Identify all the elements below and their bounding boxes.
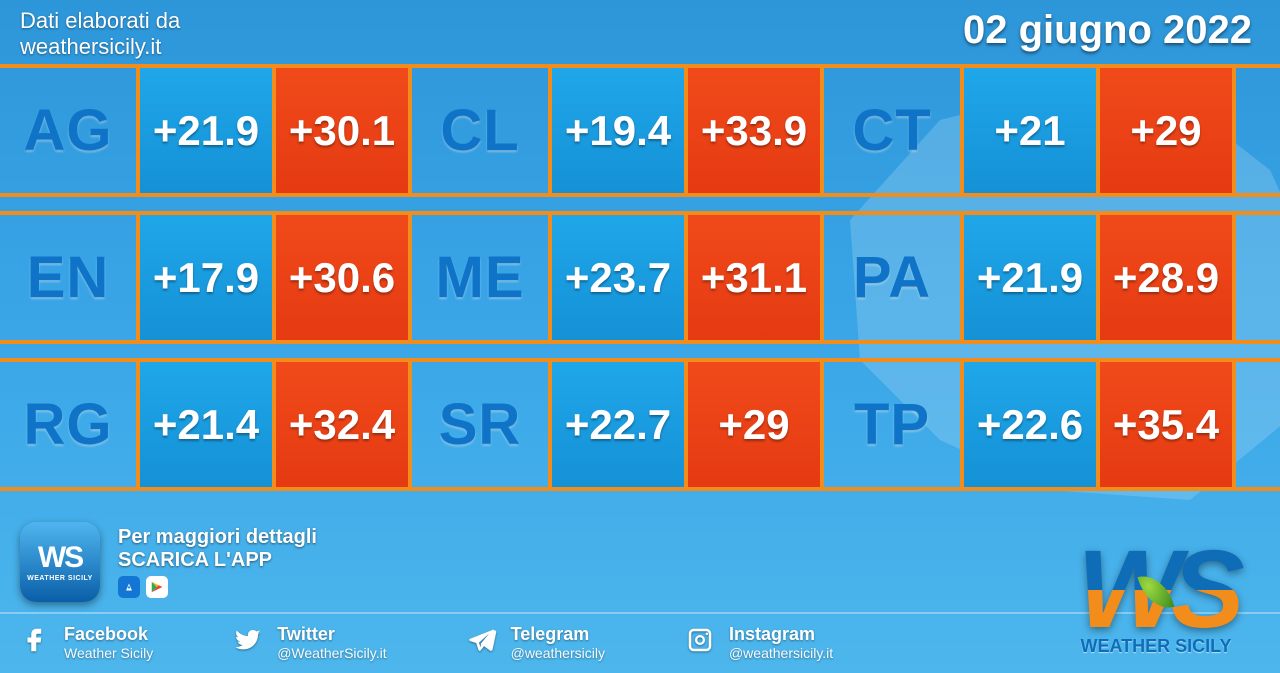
promo-text: Per maggiori dettagli SCARICA L'APP: [118, 526, 317, 598]
social-bar: Facebook Weather Sicily Twitter @Weather…: [0, 612, 1280, 673]
appstore-icon: [118, 576, 140, 598]
temp-low: +17.9: [140, 215, 276, 340]
province-code: ME: [412, 215, 552, 340]
social-twitter: Twitter @WeatherSicily.it: [233, 624, 386, 661]
social-name: Instagram: [729, 624, 833, 645]
social-name: Twitter: [277, 624, 386, 645]
social-instagram: Instagram @weathersicily.it: [685, 624, 833, 661]
province-code: CT: [824, 68, 964, 193]
promo-line-1: Per maggiori dettagli: [118, 526, 317, 549]
table-row: AG +21.9 +30.1 CL +19.4 +33.9 CT +21 +29: [0, 64, 1280, 197]
header: Dati elaborati da weathersicily.it 02 gi…: [0, 0, 1280, 64]
temp-low: +21.9: [964, 215, 1100, 340]
temp-high: +31.1: [688, 215, 824, 340]
footer: WS WEATHER SICILY Per maggiori dettagli …: [0, 520, 1280, 673]
province-code: RG: [0, 362, 140, 487]
temp-high: +28.9: [1100, 215, 1236, 340]
temp-high: +30.1: [276, 68, 412, 193]
credit-line-1: Dati elaborati da: [20, 8, 180, 34]
app-badge-sub: WEATHER SICILY: [27, 575, 93, 582]
social-facebook: Facebook Weather Sicily: [20, 624, 153, 661]
temp-high: +35.4: [1100, 362, 1236, 487]
app-promo: WS WEATHER SICILY Per maggiori dettagli …: [0, 520, 1280, 612]
temp-low: +23.7: [552, 215, 688, 340]
province-code: CL: [412, 68, 552, 193]
telegram-icon: [467, 625, 497, 660]
row-spacer: [1236, 362, 1280, 487]
data-credit: Dati elaborati da weathersicily.it: [20, 8, 180, 60]
province-code: EN: [0, 215, 140, 340]
temp-high: +32.4: [276, 362, 412, 487]
temp-low: +21.4: [140, 362, 276, 487]
credit-line-2: weathersicily.it: [20, 34, 180, 60]
app-badge-icon: WS WEATHER SICILY: [20, 522, 100, 602]
province-code: AG: [0, 68, 140, 193]
temp-low: +22.7: [552, 362, 688, 487]
instagram-icon: [685, 625, 715, 660]
temp-low: +19.4: [552, 68, 688, 193]
weekdate: 02 giugno 2022: [963, 8, 1252, 53]
temperature-table: AG +21.9 +30.1 CL +19.4 +33.9 CT +21 +29…: [0, 64, 1280, 491]
temp-low: +22.6: [964, 362, 1100, 487]
playstore-icon: [146, 576, 168, 598]
store-icons: [118, 576, 317, 598]
facebook-icon: [20, 625, 50, 660]
row-spacer: [1236, 215, 1280, 340]
row-spacer: [1236, 68, 1280, 193]
temp-high: +33.9: [688, 68, 824, 193]
social-name: Telegram: [511, 624, 605, 645]
province-code: SR: [412, 362, 552, 487]
temp-low: +21.9: [140, 68, 276, 193]
province-code: TP: [824, 362, 964, 487]
promo-line-2: SCARICA L'APP: [118, 549, 317, 572]
table-row: RG +21.4 +32.4 SR +22.7 +29 TP +22.6 +35…: [0, 358, 1280, 491]
app-badge-text: WS: [38, 543, 82, 573]
social-handle: @weathersicily: [511, 645, 605, 661]
temp-high: +30.6: [276, 215, 412, 340]
temp-high: +29: [688, 362, 824, 487]
social-telegram: Telegram @weathersicily: [467, 624, 605, 661]
temp-low: +21: [964, 68, 1100, 193]
twitter-icon: [233, 625, 263, 660]
social-handle: Weather Sicily: [64, 645, 153, 661]
table-row: EN +17.9 +30.6 ME +23.7 +31.1 PA +21.9 +…: [0, 211, 1280, 344]
social-handle: @weathersicily.it: [729, 645, 833, 661]
social-handle: @WeatherSicily.it: [277, 645, 386, 661]
province-code: PA: [824, 215, 964, 340]
temp-high: +29: [1100, 68, 1236, 193]
social-name: Facebook: [64, 624, 153, 645]
